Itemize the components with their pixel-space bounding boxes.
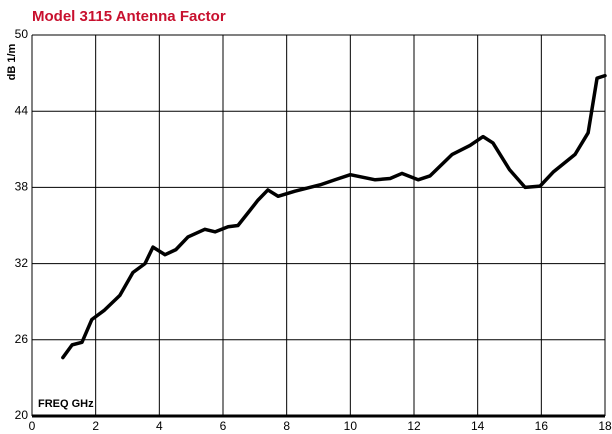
y-tick-label: 50: [15, 27, 29, 41]
y-tick-label: 38: [15, 180, 29, 194]
x-tick-label: 0: [29, 419, 36, 433]
y-axis-label: dB 1/m: [6, 43, 18, 80]
x-tick-label: 6: [220, 419, 227, 433]
x-tick-label: 14: [471, 419, 485, 433]
x-tick-label: 4: [156, 419, 163, 433]
x-tick-label: 18: [598, 419, 612, 433]
x-tick-label: 10: [344, 419, 358, 433]
y-tick-label: 44: [15, 103, 29, 117]
data-line: [61, 73, 607, 360]
y-tick-label: 32: [15, 256, 29, 270]
x-tick-label: 8: [283, 419, 290, 433]
x-axis-label: FREQ GHz: [38, 398, 94, 410]
y-tick-label: 20: [15, 408, 29, 422]
x-tick-label: 2: [92, 419, 99, 433]
x-tick-label: 12: [407, 419, 421, 433]
x-tick-label: 16: [535, 419, 549, 433]
y-tick-label: 26: [15, 332, 29, 346]
chart-title: Model 3115 Antenna Factor: [32, 8, 226, 25]
